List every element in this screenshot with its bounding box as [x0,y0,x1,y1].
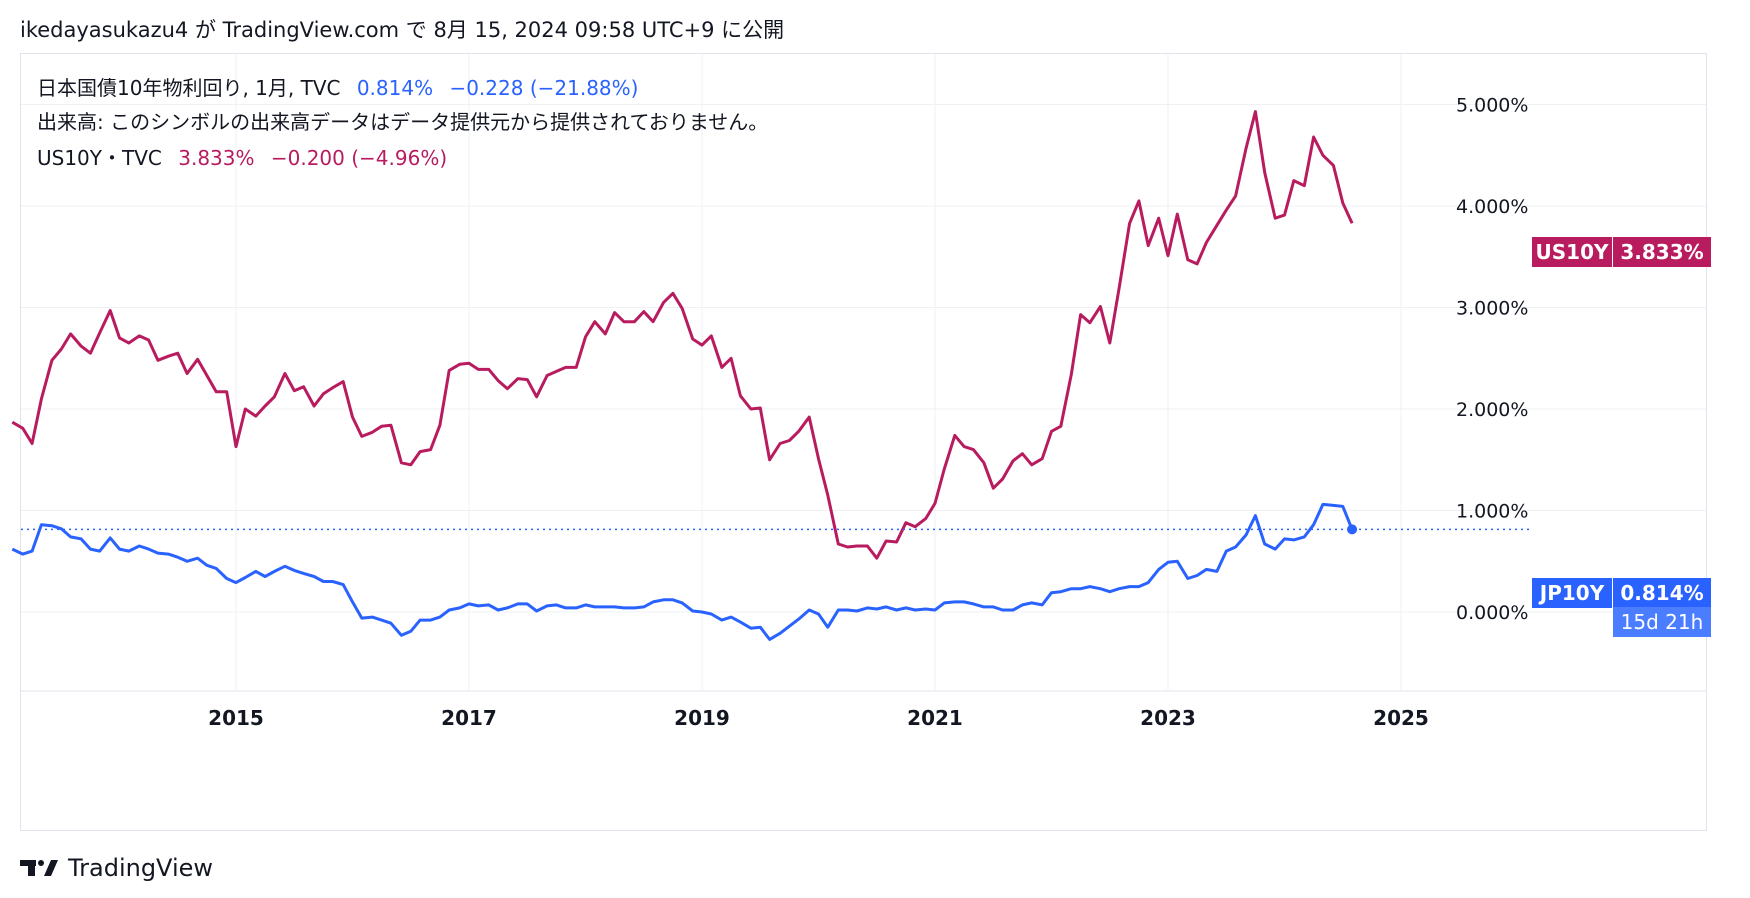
tradingview-brand-text: TradingView [68,854,214,882]
legend-us10y-change: −0.200 (−4.96%) [270,146,448,170]
volume-note-text: 出来高: このシンボルの出来高データはデータ提供元から提供されておりません。 [37,110,769,134]
chart-frame[interactable] [20,53,1707,831]
y-tick-label: 4.000% [1456,196,1528,218]
y-tick-label: 3.000% [1456,298,1528,320]
y-tick-label: 2.000% [1456,399,1528,421]
legend-jp10y-change: −0.228 (−21.88%) [449,76,639,100]
x-tick-label: 2025 [1373,706,1429,730]
publish-info: ikedayasukazu4 が TradingView.com で 8月 15… [20,18,785,42]
us10y-price-value: 3.833% [1613,237,1711,267]
x-axis-labels: 2015 2017 2019 2021 2023 2025 [208,706,1429,730]
legend-us10y-value: 3.833% [178,146,255,170]
legend-jp10y-symbol: 日本国債10年物利回り, 1月, TVC [37,76,341,100]
us10y-line [11,110,1354,560]
x-tick-label: 2015 [208,706,264,730]
legend-jp10y: 日本国債10年物利回り, 1月, TVC 0.814% −0.228 (−21.… [37,72,638,101]
tradingview-logo[interactable]: TradingView [20,854,213,882]
tradingview-logo-icon [20,860,58,876]
y-tick-label: 0.000% [1456,602,1528,624]
jp10y-countdown: 15d 21h [1613,607,1711,637]
jp10y-price-value: 0.814% [1613,578,1711,608]
legend-volume-note: 出来高: このシンボルの出来高データはデータ提供元から提供されておりません。 [37,106,768,135]
x-tick-label: 2023 [1140,706,1196,730]
legend-us10y-symbol: US10Y・TVC [37,146,162,170]
jp10y-line [11,502,1354,641]
x-tick-label: 2019 [674,706,730,730]
y-tick-label: 5.000% [1456,95,1528,117]
x-tick-label: 2021 [907,706,963,730]
legend-jp10y-value: 0.814% [356,76,434,100]
jp10y-last-point [1347,524,1358,535]
series-lines [11,110,1354,641]
x-tick-label: 2017 [441,706,497,730]
jp10y-price-label: JP10Y [1532,578,1612,608]
y-axis-labels: 0.000% 1.000% 2.000% 3.000% 4.000% 5.000% [1456,95,1528,625]
us10y-price-label: US10Y [1532,237,1612,267]
legend-us10y: US10Y・TVC 3.833% −0.200 (−4.96%) [37,142,447,171]
y-tick-label: 1.000% [1456,501,1528,523]
